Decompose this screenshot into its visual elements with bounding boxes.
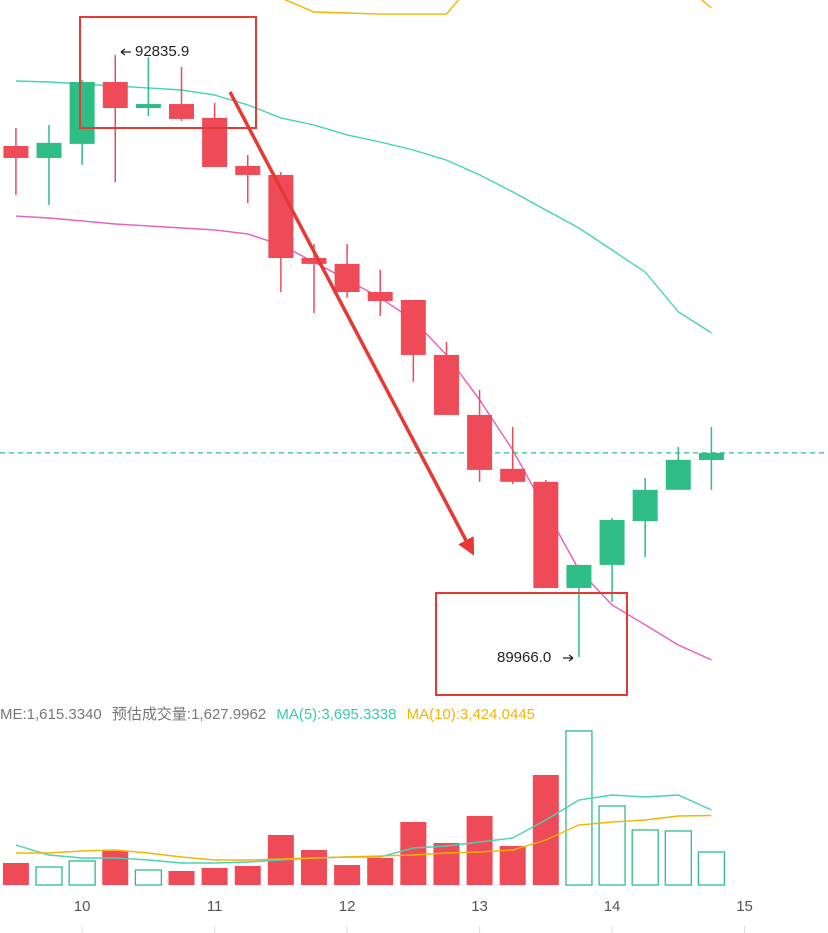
- x-tick-label: 10: [74, 898, 91, 915]
- x-tick-label: 12: [339, 898, 356, 915]
- highlight-box: [79, 16, 257, 129]
- volume-bar: [433, 842, 460, 885]
- candle-body: [69, 82, 95, 144]
- volume-bar: [532, 774, 559, 885]
- candle-body: [467, 414, 493, 470]
- candle-body: [334, 263, 360, 292]
- candle-body: [367, 291, 393, 302]
- trend-arrow: [228, 91, 475, 556]
- volume-bar: [697, 851, 726, 886]
- volume-bar: [2, 862, 29, 885]
- volume-bar: [334, 865, 361, 885]
- volume-bar: [466, 815, 493, 885]
- x-tick-label: 15: [736, 898, 753, 915]
- volume-bar: [400, 821, 427, 885]
- volume-bar: [598, 805, 626, 886]
- candle-body: [433, 354, 459, 415]
- high-label: 92835.9: [135, 43, 189, 60]
- volume-bar: [168, 871, 195, 885]
- pointer-arrow: [563, 654, 574, 662]
- x-tick-label: 13: [471, 898, 488, 915]
- candle-body: [102, 82, 128, 109]
- volume-bar: [234, 865, 261, 885]
- candle-body: [500, 468, 526, 482]
- volume-bar: [499, 845, 526, 885]
- volume-bar: [134, 869, 163, 886]
- legend-text: MA(5):3,695.3338: [276, 706, 396, 723]
- candle-body: [566, 564, 592, 588]
- candle-body: [202, 117, 228, 167]
- volume-bar: [664, 830, 692, 886]
- volume-bar: [102, 851, 129, 885]
- low-label: 89966.0: [497, 649, 551, 666]
- candle-body: [400, 299, 426, 355]
- candle-body: [632, 489, 658, 522]
- candle-body: [3, 145, 29, 158]
- annotations: 92835.9 89966.0 ME:1,615.3340 预估成交量:1,62…: [0, 16, 628, 723]
- ma-line: [15, 80, 712, 334]
- x-tick-label: 11: [207, 898, 223, 915]
- volume-bar: [201, 868, 228, 885]
- candle-body: [665, 459, 691, 490]
- x-tick-label: 14: [604, 898, 621, 915]
- volume-legend: ME:1,615.3340 预估成交量:1,627.9962 MA(5):3,6…: [0, 705, 535, 723]
- volume-bar: [631, 829, 659, 886]
- highlight-box: [435, 592, 628, 696]
- volume-bar: [300, 849, 327, 885]
- volume-bar: [367, 857, 394, 885]
- volume-panel: 10 11 12 13 14 15: [2, 730, 753, 933]
- volume-bar: [565, 730, 593, 886]
- candle-body: [135, 104, 161, 109]
- legend-text: 预估成交量:1,627.9962: [112, 705, 266, 723]
- ma-line: [15, 814, 712, 861]
- ma-line: [15, 215, 712, 661]
- volume-bar: [35, 866, 63, 886]
- ma-line: [284, 0, 712, 15]
- candle-body: [533, 481, 559, 588]
- pointer-arrow: [120, 48, 131, 56]
- candle-body: [235, 165, 261, 175]
- price-panel: [0, 0, 828, 661]
- candle-body: [698, 452, 724, 461]
- volume-bar: [68, 860, 96, 886]
- candle-body: [301, 258, 327, 264]
- candle-body: [168, 104, 194, 119]
- legend-text: MA(10):3,424.0445: [407, 706, 535, 723]
- candle-body: [36, 142, 62, 158]
- candle-body: [599, 520, 625, 565]
- legend-text: ME:1,615.3340: [0, 706, 102, 723]
